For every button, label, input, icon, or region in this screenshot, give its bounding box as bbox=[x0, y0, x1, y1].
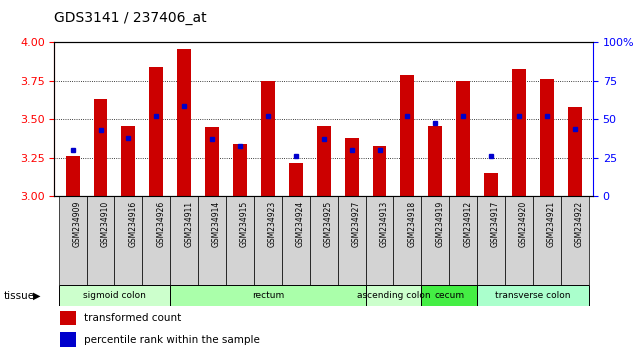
Bar bbox=[60, 332, 76, 347]
Bar bbox=[338, 196, 365, 285]
Bar bbox=[171, 285, 365, 306]
Bar bbox=[365, 196, 394, 285]
Text: GSM234925: GSM234925 bbox=[324, 201, 333, 247]
Text: sigmoid colon: sigmoid colon bbox=[83, 291, 146, 300]
Text: cecum: cecum bbox=[434, 291, 464, 300]
Text: percentile rank within the sample: percentile rank within the sample bbox=[84, 335, 260, 345]
Bar bbox=[477, 285, 588, 306]
Bar bbox=[254, 196, 282, 285]
Bar bbox=[282, 196, 310, 285]
Bar bbox=[94, 99, 108, 196]
Bar bbox=[261, 81, 275, 196]
Text: GSM234926: GSM234926 bbox=[156, 201, 165, 247]
Text: GSM234921: GSM234921 bbox=[547, 201, 556, 247]
Bar bbox=[317, 126, 331, 196]
Text: GSM234910: GSM234910 bbox=[101, 201, 110, 247]
Bar bbox=[540, 79, 554, 196]
Bar bbox=[60, 311, 76, 325]
Text: GSM234909: GSM234909 bbox=[72, 201, 81, 247]
Text: rectum: rectum bbox=[252, 291, 284, 300]
Bar bbox=[121, 126, 135, 196]
Text: GSM234927: GSM234927 bbox=[352, 201, 361, 247]
Text: GSM234917: GSM234917 bbox=[491, 201, 500, 247]
Text: GSM234915: GSM234915 bbox=[240, 201, 249, 247]
Bar bbox=[449, 196, 477, 285]
Text: GSM234911: GSM234911 bbox=[184, 201, 193, 247]
Text: GSM234920: GSM234920 bbox=[519, 201, 528, 247]
Text: GSM234922: GSM234922 bbox=[575, 201, 584, 247]
Text: GSM234913: GSM234913 bbox=[379, 201, 388, 247]
Text: GSM234924: GSM234924 bbox=[296, 201, 305, 247]
Bar bbox=[533, 196, 561, 285]
Bar bbox=[401, 75, 414, 196]
Text: ▶: ▶ bbox=[33, 291, 41, 301]
Bar bbox=[115, 196, 142, 285]
Text: GSM234912: GSM234912 bbox=[463, 201, 472, 247]
Bar bbox=[205, 127, 219, 196]
Text: tissue: tissue bbox=[3, 291, 35, 301]
Bar bbox=[372, 145, 387, 196]
Bar bbox=[421, 285, 477, 306]
Bar bbox=[198, 196, 226, 285]
Bar bbox=[310, 196, 338, 285]
Bar bbox=[345, 138, 358, 196]
Bar bbox=[59, 285, 171, 306]
Bar bbox=[233, 144, 247, 196]
Bar bbox=[178, 48, 191, 196]
Text: ascending colon: ascending colon bbox=[356, 291, 430, 300]
Bar bbox=[428, 126, 442, 196]
Bar bbox=[226, 196, 254, 285]
Text: transformed count: transformed count bbox=[84, 313, 181, 323]
Bar bbox=[149, 67, 163, 196]
Bar bbox=[59, 196, 87, 285]
Text: GSM234914: GSM234914 bbox=[212, 201, 221, 247]
Bar bbox=[512, 69, 526, 196]
Bar bbox=[421, 196, 449, 285]
Text: GSM234919: GSM234919 bbox=[435, 201, 444, 247]
Bar bbox=[142, 196, 171, 285]
Text: GSM234916: GSM234916 bbox=[128, 201, 137, 247]
Bar bbox=[568, 107, 582, 196]
Text: GDS3141 / 237406_at: GDS3141 / 237406_at bbox=[54, 11, 207, 25]
Bar bbox=[365, 285, 421, 306]
Bar bbox=[394, 196, 421, 285]
Bar bbox=[171, 196, 198, 285]
Text: GSM234918: GSM234918 bbox=[408, 201, 417, 247]
Bar bbox=[561, 196, 588, 285]
Bar bbox=[484, 173, 498, 196]
Bar bbox=[87, 196, 115, 285]
Text: GSM234923: GSM234923 bbox=[268, 201, 277, 247]
Text: transverse colon: transverse colon bbox=[495, 291, 570, 300]
Bar bbox=[65, 156, 79, 196]
Bar bbox=[289, 162, 303, 196]
Bar bbox=[505, 196, 533, 285]
Bar bbox=[456, 81, 470, 196]
Bar bbox=[477, 196, 505, 285]
